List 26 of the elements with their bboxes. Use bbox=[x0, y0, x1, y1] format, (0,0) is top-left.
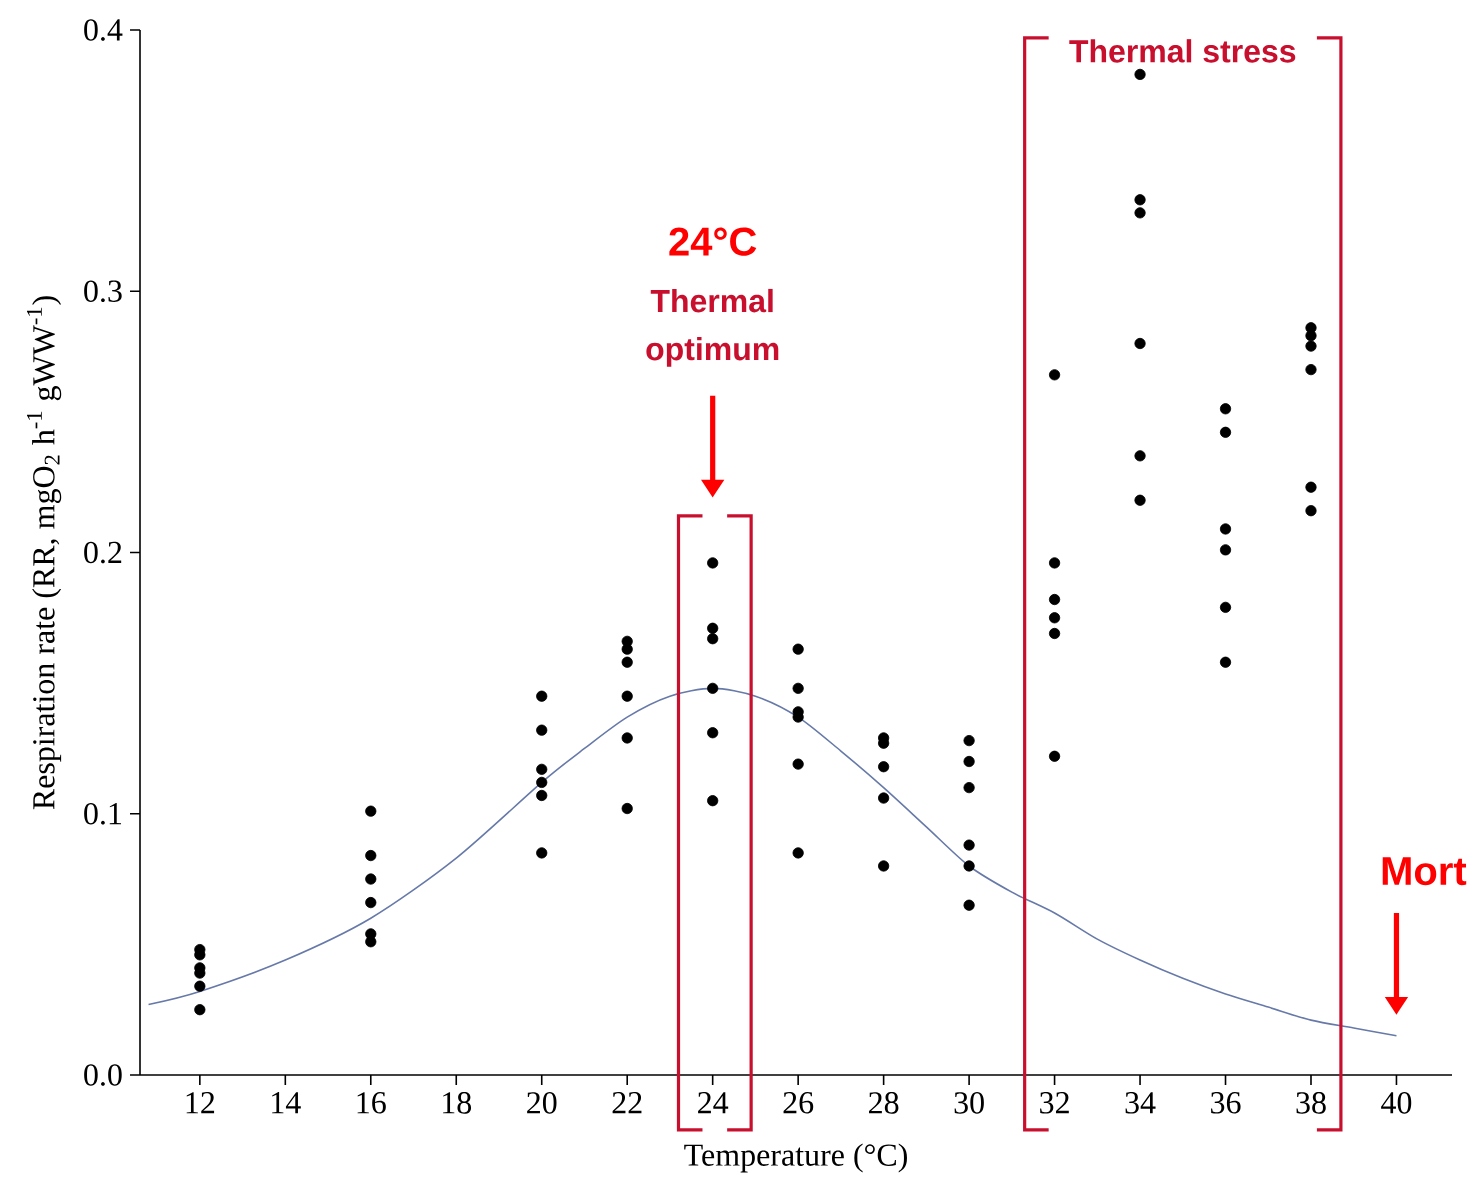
x-tick-label: 28 bbox=[869, 1092, 899, 1114]
x-tick-label: 12 bbox=[186, 1092, 215, 1114]
y-tick-label: 0.3 bbox=[84, 280, 122, 303]
x-tick-label: 34 bbox=[1125, 1092, 1156, 1114]
y-axis-title: Respiration rate (RR, mgO$_{2}$ h$^{-1}$ gWW$^{-1}$) bbox=[26, 296, 62, 810]
x-tick-label: 14 bbox=[272, 1092, 301, 1114]
x-tick-label: 20 bbox=[527, 1092, 557, 1114]
y-tick-label: 0.2 bbox=[84, 541, 122, 564]
x-tick-label: 16 bbox=[357, 1092, 386, 1114]
x-tick-label: 24 bbox=[698, 1092, 729, 1114]
x-tick-label: 40 bbox=[1381, 1092, 1412, 1114]
x-tick-label: 26 bbox=[783, 1092, 814, 1114]
x-axis-title: Temperature (°C) bbox=[684, 1143, 907, 1173]
x-tick-label: 18 bbox=[443, 1092, 472, 1114]
x-tick-label: 22 bbox=[612, 1092, 642, 1114]
annotation: 24°C bbox=[669, 227, 757, 256]
x-tick-label: 38 bbox=[1296, 1092, 1326, 1114]
annotation: Thermal stress bbox=[1069, 39, 1296, 63]
x-tick-label: 30 bbox=[954, 1092, 984, 1114]
annotation: Thermal optimum bbox=[646, 288, 779, 367]
y-tick-label: 0.1 bbox=[84, 802, 122, 825]
y-tick-label: 0.4 bbox=[84, 19, 123, 41]
annotation: Mort bbox=[1382, 857, 1467, 886]
x-tick-label: 32 bbox=[1040, 1092, 1069, 1114]
y-tick-label: 0.0 bbox=[84, 1064, 122, 1086]
x-tick-label: 36 bbox=[1211, 1092, 1241, 1114]
